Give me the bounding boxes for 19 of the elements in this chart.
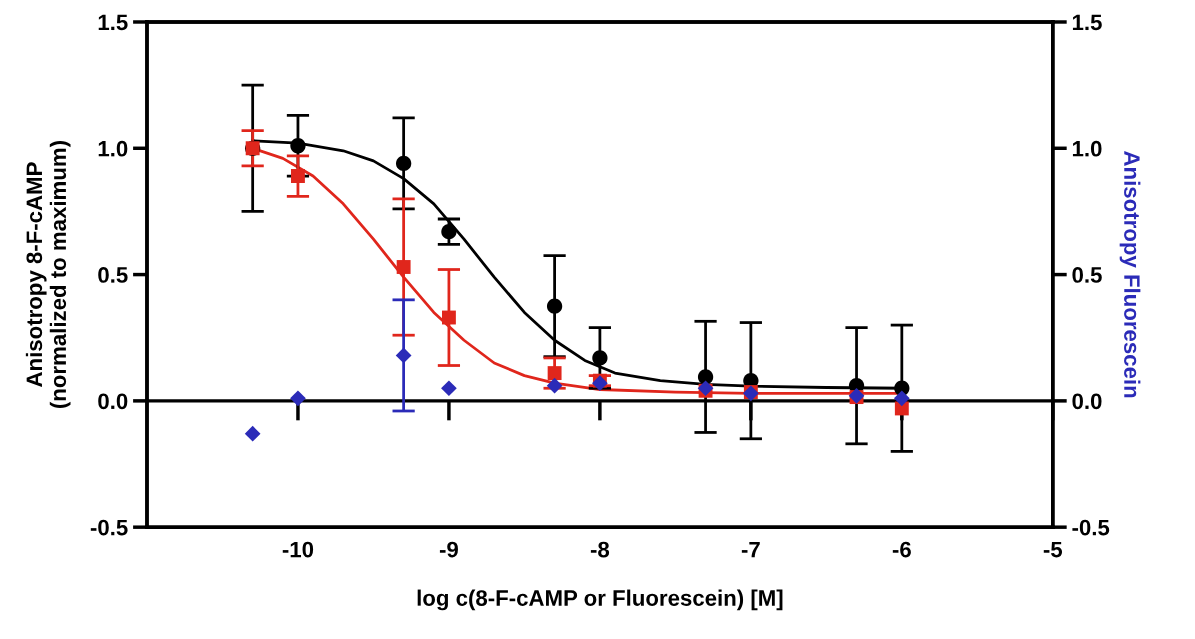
- x-tick-label: -5: [1043, 541, 1063, 558]
- y2-tick-label: 1.5: [1072, 14, 1102, 31]
- y2-axis-title: Anisotropy Fluorescein: [1119, 151, 1141, 398]
- y2-tick-label: 0.5: [1072, 267, 1102, 283]
- y2-tick-label: -0.5: [1072, 519, 1110, 536]
- y-tick-label: 0.0: [98, 393, 128, 410]
- x-tick-label: -8: [590, 541, 610, 558]
- x-axis-title: log c(8-F-cAMP or Fluorescein) [M]: [417, 589, 783, 611]
- x-tick-label: -10: [282, 541, 314, 558]
- y-tick-label: 0.5: [98, 267, 128, 283]
- y2-tick-label: 0.0: [1072, 393, 1102, 410]
- x-tick-label: -7: [741, 541, 760, 558]
- x-tick-label: -6: [892, 541, 911, 558]
- x-tick-label: -9: [439, 541, 458, 558]
- y-tick-label: -0.5: [90, 519, 128, 536]
- y-tick-label: 1.0: [98, 140, 128, 157]
- y2-tick-label: 1.0: [1072, 140, 1102, 157]
- y-axis-title: Anisotropy 8-F-cAMP (normalized to maximum): [25, 141, 71, 409]
- y-tick-label: 1.5: [98, 14, 128, 31]
